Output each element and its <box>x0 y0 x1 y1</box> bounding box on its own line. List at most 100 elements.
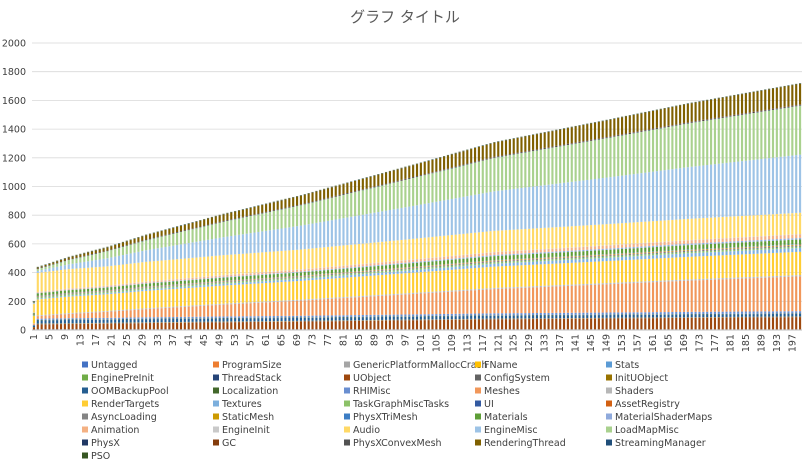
bar-segment <box>292 270 295 273</box>
bar-segment <box>129 244 132 254</box>
bar-segment <box>481 261 484 262</box>
bar-segment <box>593 246 597 250</box>
bar-segment <box>156 317 159 319</box>
bar-segment <box>535 315 539 319</box>
bar-segment <box>261 274 264 275</box>
bar-segment <box>102 311 105 312</box>
bar-segment <box>462 257 465 259</box>
bar-segment <box>481 313 484 316</box>
bar-segment <box>245 276 248 280</box>
bar-segment <box>125 285 128 289</box>
bar-segment <box>361 295 364 297</box>
bar-segment <box>257 301 260 303</box>
bar-segment <box>218 222 221 238</box>
bar-segment <box>272 271 275 274</box>
bar-segment <box>125 283 128 286</box>
bar-segment <box>493 287 496 290</box>
bar-segment <box>415 269 419 273</box>
bar-segment <box>423 261 426 263</box>
bar-segment <box>191 287 194 306</box>
bar-segment <box>601 245 604 249</box>
bar-segment <box>435 268 438 271</box>
bar-segment <box>354 317 357 321</box>
bar-segment <box>365 320 368 330</box>
bar-segment <box>183 224 186 231</box>
bar-segment <box>582 251 585 256</box>
bar-segment <box>392 240 395 262</box>
bar-segment <box>280 318 283 321</box>
bar-segment <box>284 250 287 271</box>
bar-segment <box>148 323 152 330</box>
bar-segment <box>241 209 244 217</box>
bar-segment <box>361 270 364 272</box>
bar-segment <box>114 319 117 323</box>
bar-stack <box>295 196 299 330</box>
bar-segment <box>373 275 376 296</box>
bar-segment <box>419 258 422 262</box>
bar-segment <box>412 262 415 264</box>
bar-segment <box>94 323 97 330</box>
bar-segment <box>493 252 496 255</box>
bar-stack <box>593 122 597 330</box>
bar-segment <box>145 317 148 319</box>
bar-segment <box>512 288 515 314</box>
bar-segment <box>179 322 183 330</box>
bar-segment <box>253 318 256 322</box>
bar-segment <box>551 285 554 287</box>
bar-segment <box>268 230 272 252</box>
bar-segment <box>241 275 244 277</box>
bar-segment <box>485 192 488 232</box>
bar-segment <box>152 317 155 319</box>
bar-stack <box>458 151 461 330</box>
bar-segment <box>516 313 519 316</box>
bar-segment <box>466 164 469 197</box>
bar-segment <box>373 212 376 243</box>
bar-segment <box>338 268 341 270</box>
bar-segment <box>578 180 581 226</box>
bar-segment <box>94 253 97 261</box>
bar-segment <box>415 316 419 320</box>
bar-segment <box>129 317 132 319</box>
bar-segment <box>562 226 566 248</box>
bar-segment <box>59 270 63 290</box>
bar-segment <box>79 262 82 269</box>
bar-segment <box>357 215 361 244</box>
bar-segment <box>222 283 225 286</box>
bar-segment <box>334 268 337 270</box>
bar-segment <box>454 265 457 267</box>
bar-segment <box>36 293 39 296</box>
bar-segment <box>311 223 314 249</box>
bar-segment <box>288 300 291 302</box>
bar-segment <box>477 263 480 265</box>
bar-segment <box>454 255 457 259</box>
bar-segment <box>36 315 39 317</box>
bar-segment <box>164 235 167 247</box>
bar-segment <box>106 287 109 291</box>
bar-segment <box>431 159 434 173</box>
bar-segment <box>532 252 535 254</box>
bar-segment <box>427 260 430 262</box>
bar-segment <box>473 265 477 269</box>
bar-stack <box>272 201 275 330</box>
bar-segment <box>532 313 535 316</box>
bar-segment <box>307 271 310 275</box>
bar-segment <box>59 324 63 330</box>
bar-segment <box>466 289 469 291</box>
bar-segment <box>94 294 97 312</box>
bar-segment <box>555 252 558 257</box>
bar-segment <box>133 284 136 288</box>
bar-segment <box>203 318 206 322</box>
bar-segment <box>605 283 608 285</box>
bar-segment <box>559 318 562 330</box>
bar-segment <box>621 283 624 313</box>
bar-segment <box>338 275 341 279</box>
bar-segment <box>237 254 241 274</box>
bar-segment <box>493 254 496 257</box>
bar-segment <box>272 282 275 302</box>
bar-segment <box>226 318 229 322</box>
bar-segment <box>559 251 562 253</box>
bar-segment <box>628 282 631 284</box>
bar-segment <box>423 267 426 270</box>
bar-segment <box>559 260 562 264</box>
bar-segment <box>307 270 310 272</box>
